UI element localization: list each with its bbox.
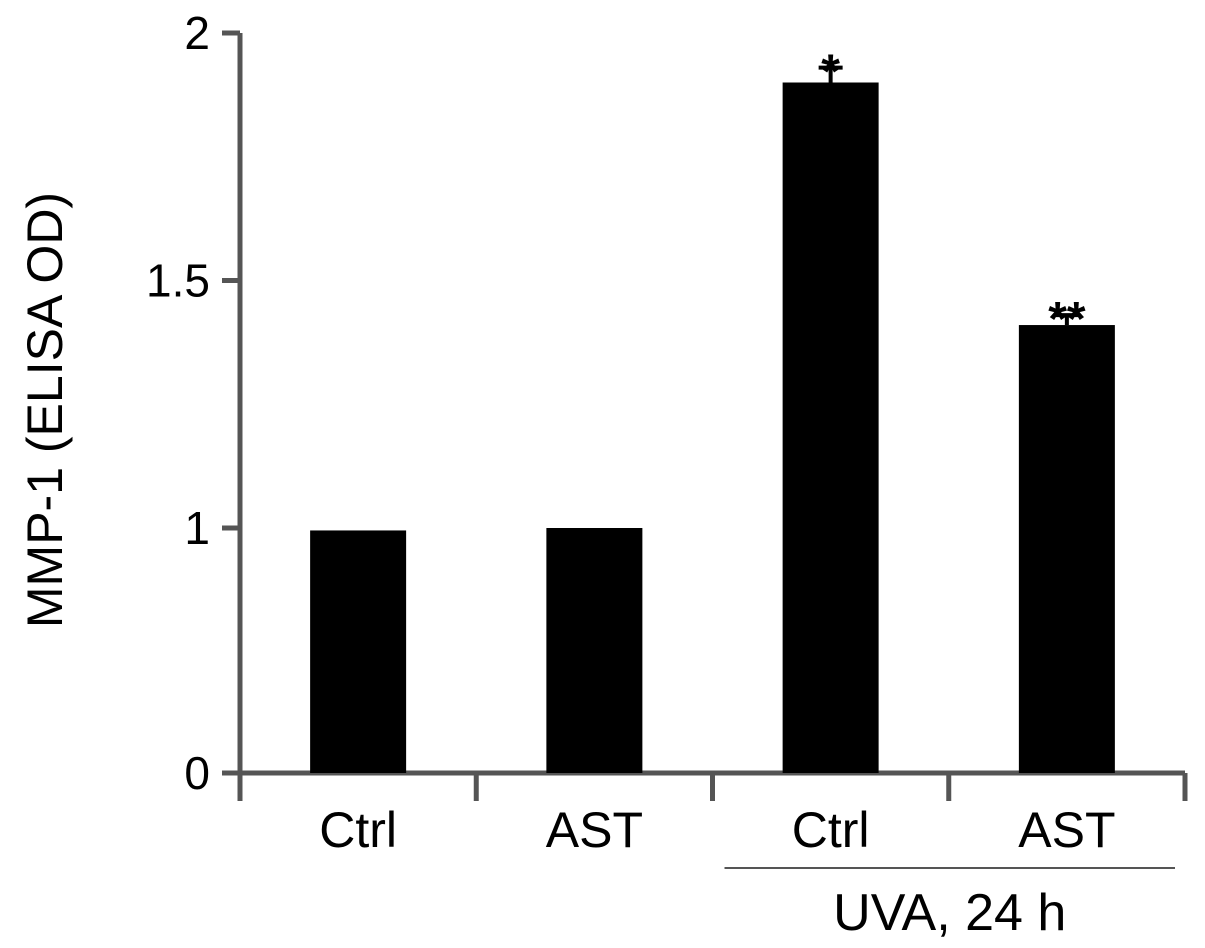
y-tick-label: 0 (184, 747, 210, 799)
group-label: UVA, 24 h (833, 884, 1066, 942)
bar (310, 530, 407, 773)
significance-marker: ** (1048, 293, 1086, 346)
category-label: AST (1018, 802, 1115, 858)
bar (546, 528, 643, 773)
y-tick-label: 2 (184, 7, 210, 59)
significance-marker: * (821, 46, 840, 99)
category-label: Ctrl (319, 802, 397, 858)
y-ticks: 011.52 (146, 7, 240, 799)
category-labels: Ctrl AST Ctrl AST (319, 802, 1115, 858)
bar (1018, 325, 1115, 773)
bars: *** (310, 46, 1115, 773)
y-tick-label: 1.5 (146, 255, 210, 307)
category-label: AST (546, 802, 643, 858)
y-tick-label: 1 (184, 502, 210, 554)
bar (782, 82, 879, 773)
x-ticks (473, 773, 1188, 801)
category-label: Ctrl (792, 802, 870, 858)
y-axis-label: MMP-1 (ELISA OD) (17, 192, 73, 628)
